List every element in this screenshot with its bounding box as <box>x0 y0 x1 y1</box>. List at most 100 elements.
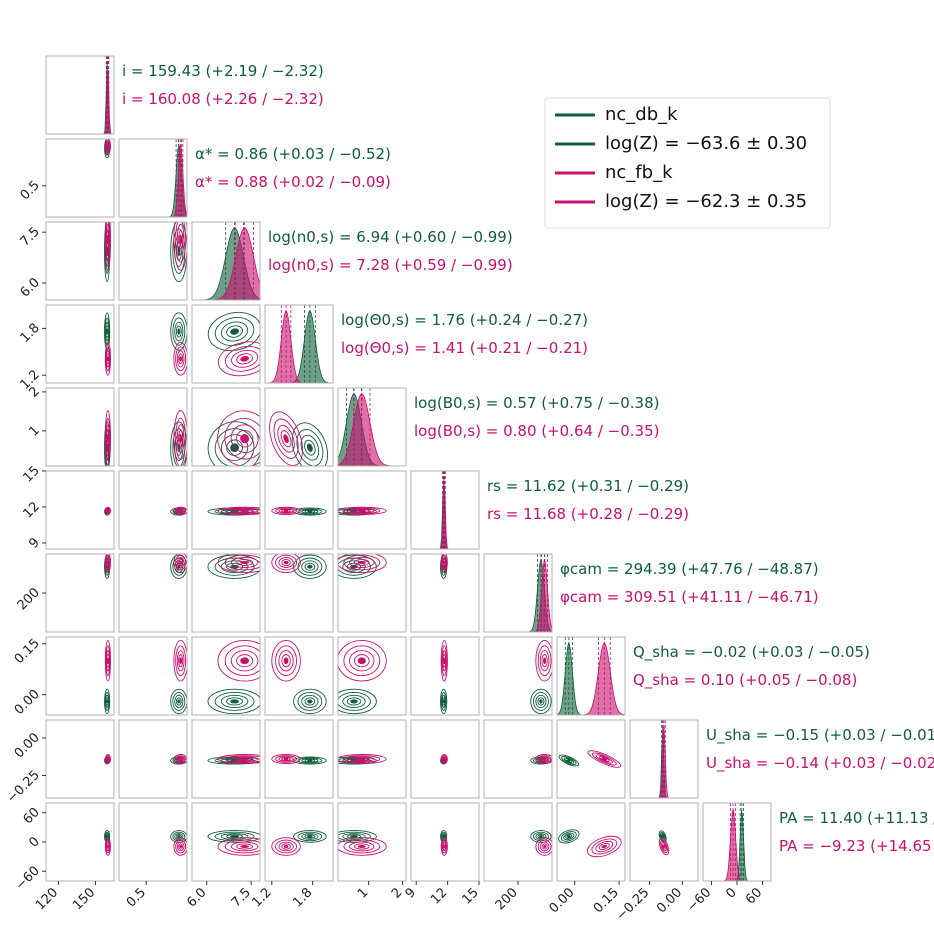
panel-Q_sha-vs-log(B_0,s) <box>337 636 407 716</box>
contour-core-db-log(Theta_0,s)-alpha_* <box>177 328 181 335</box>
panel-log(Theta_0,s)-vs-log(n_0,s) <box>191 304 261 384</box>
contour-db-phi_cam-log(n_0,s)-0 <box>207 554 260 579</box>
panel-frame <box>45 719 115 799</box>
panel-r_s-vs-log(B_0,s) <box>337 470 407 550</box>
y-tick-label-alpha_*-0: 0.5 <box>18 178 43 203</box>
contour-fb-log(Theta_0,s)-i-0 <box>104 341 111 376</box>
panel-U_sha-vs-log(Theta_0,s) <box>264 719 334 799</box>
contour-fb-U_sha-log(n_0,s)-1 <box>224 755 260 763</box>
panel-U_sha-vs-alpha_* <box>118 719 188 799</box>
histogram-fb-PA <box>703 809 771 881</box>
panel-content <box>271 754 327 765</box>
panel-frame <box>483 553 553 633</box>
contour-core-fb-U_sha-log(Theta_0,s) <box>283 757 289 761</box>
contour-db-phi_cam-log(Theta_0,s)-1 <box>297 557 323 576</box>
x-tick-label-phi_cam-0: 200 <box>493 885 521 913</box>
panel-content <box>46 56 114 134</box>
contour-db-log(B_0,s)-log(Theta_0,s)-1 <box>296 429 324 466</box>
contour-fb-U_sha-i-0 <box>104 754 111 764</box>
title-fb-alpha_*: α* = 0.88 (+0.02 / −0.09) <box>195 173 391 191</box>
contour-core-fb-phi_cam-r_s <box>442 560 446 565</box>
contour-db-PA-log(Theta_0,s)-3 <box>304 834 316 839</box>
x-tick-label-i-1: 150 <box>70 885 98 913</box>
contour-core-fb-r_s-alpha_* <box>179 509 183 513</box>
panel-frame <box>264 304 334 384</box>
title-db-log(Theta_0,s): log(Θ0,s) = 1.76 (+0.24 / −0.27) <box>341 311 588 329</box>
title-db-PA: PA = 11.40 (+11.13 / −5.45) <box>779 809 934 827</box>
panel-content <box>207 754 260 765</box>
contour-db-PA-log(B_0,s)-0 <box>338 830 377 843</box>
y-tick-label-r_s-0: 9 <box>26 535 42 551</box>
panel-PA-vs-PA <box>702 802 772 882</box>
panel-content <box>338 506 387 516</box>
contour-fb-log(Theta_0,s)-alpha_*-1 <box>175 346 187 372</box>
panel-r_s-vs-r_s <box>410 470 480 550</box>
panel-content <box>658 830 670 856</box>
panel-frame <box>556 636 626 716</box>
panel-content <box>104 554 111 579</box>
contour-db-Q_sha-log(B_0,s)-3 <box>346 697 362 706</box>
contour-fb-log(B_0,s)-log(n_0,s)-3 <box>236 429 254 448</box>
contour-core-fb-U_sha-i <box>106 757 110 761</box>
panel-content <box>170 222 187 283</box>
y-tick-label-r_s-1: 12 <box>21 499 43 521</box>
contour-core-fb-log(Theta_0,s)-alpha_* <box>179 356 183 362</box>
contour-fb-r_s-log(B_0,s)-0 <box>338 506 387 515</box>
contour-core-fb-log(Theta_0,s)-i <box>106 356 110 362</box>
contour-fb-phi_cam-log(B_0,s)-0 <box>338 554 387 573</box>
panel-log(B_0,s)-vs-log(B_0,s) <box>337 387 407 467</box>
contour-core-fb-log(Theta_0,s)-log(n_0,s) <box>240 355 250 362</box>
contour-fb-r_s-log(n_0,s)-0 <box>217 506 260 515</box>
contour-fb-r_s-log(Theta_0,s)-1 <box>275 507 298 514</box>
contour-db-Q_sha-phi_cam-2 <box>535 694 547 708</box>
contour-fb-Q_sha-log(Theta_0,s)-3 <box>281 654 291 668</box>
contour-fb-PA-Q_sha-2 <box>595 840 614 853</box>
panel-content <box>207 506 260 516</box>
contour-fb-PA-phi_cam-1 <box>537 839 552 854</box>
contour-db-PA-log(B_0,s)-2 <box>342 833 366 840</box>
panel-frame <box>337 387 407 467</box>
title-fb-r_s: rs = 11.68 (+0.28 / −0.29) <box>487 505 689 523</box>
panel-Q_sha-vs-alpha_* <box>118 636 188 716</box>
contour-fb-U_sha-Q_sha-1 <box>591 752 617 766</box>
contour-core-fb-r_s-log(Theta_0,s) <box>283 509 289 513</box>
contour-core-fb-PA-r_s <box>442 844 446 848</box>
contour-fb-log(B_0,s)-log(Theta_0,s)-1 <box>273 418 299 459</box>
legend-label-2: nc_fb_k <box>605 162 673 183</box>
panel-content <box>170 639 187 715</box>
contour-db-log(Theta_0,s)-log(n_0,s)-2 <box>220 321 249 342</box>
contour-fb-Q_sha-log(B_0,s)-1 <box>343 645 381 677</box>
panel-phi_cam-vs-log(B_0,s) <box>337 553 407 633</box>
contour-fb-phi_cam-alpha_*-0 <box>173 554 187 573</box>
contour-fb-PA-U_sha-2 <box>661 841 667 852</box>
title-fb-Q_sha: Q_sha = 0.10 (+0.05 / −0.08) <box>633 671 857 690</box>
contour-core-db-Q_sha-log(n_0,s) <box>230 699 240 704</box>
panel-PA-vs-U_sha <box>629 802 699 882</box>
contour-db-log(B_0,s)-log(Theta_0,s)-0 <box>291 422 329 466</box>
contour-core-fb-PA-U_sha <box>662 844 666 848</box>
contour-fb-U_sha-alpha_*-1 <box>175 755 187 763</box>
panel-frame <box>45 802 115 882</box>
contour-core-fb-log(n_0,s)-alpha_* <box>179 234 183 245</box>
contour-db-PA-Q_sha-2 <box>563 832 575 841</box>
contour-core-db-r_s-log(Theta_0,s) <box>307 510 313 514</box>
contour-db-PA-alpha_*-2 <box>174 833 184 840</box>
panel-frame <box>45 55 115 135</box>
panel-frame <box>264 636 334 716</box>
panel-PA-vs-log(B_0,s) <box>337 802 407 882</box>
contour-fb-PA-log(B_0,s)-1 <box>343 839 381 854</box>
panel-frame <box>556 802 626 882</box>
contour-fb-log(Theta_0,s)-alpha_*-2 <box>176 350 185 368</box>
contour-fb-Q_sha-i-0 <box>104 639 111 682</box>
contour-db-log(Theta_0,s)-alpha_*-2 <box>174 321 184 342</box>
panel-frame <box>191 719 261 799</box>
panel-log(n_0,s)-vs-i <box>45 221 115 301</box>
contour-db-Q_sha-phi_cam-0 <box>530 688 552 715</box>
contour-fb-log(B_0,s)-log(n_0,s)-2 <box>230 424 259 454</box>
contour-core-db-Q_sha-log(Theta_0,s) <box>307 699 313 704</box>
contour-core-fb-log(B_0,s)-log(n_0,s) <box>240 434 250 444</box>
x-tick-label-r_s-0: 9 <box>403 885 419 901</box>
contour-fb-U_sha-phi_cam-0 <box>535 754 552 764</box>
panel-alpha_*-vs-i <box>45 138 115 218</box>
contour-fb-phi_cam-log(Theta_0,s)-3 <box>281 559 291 566</box>
